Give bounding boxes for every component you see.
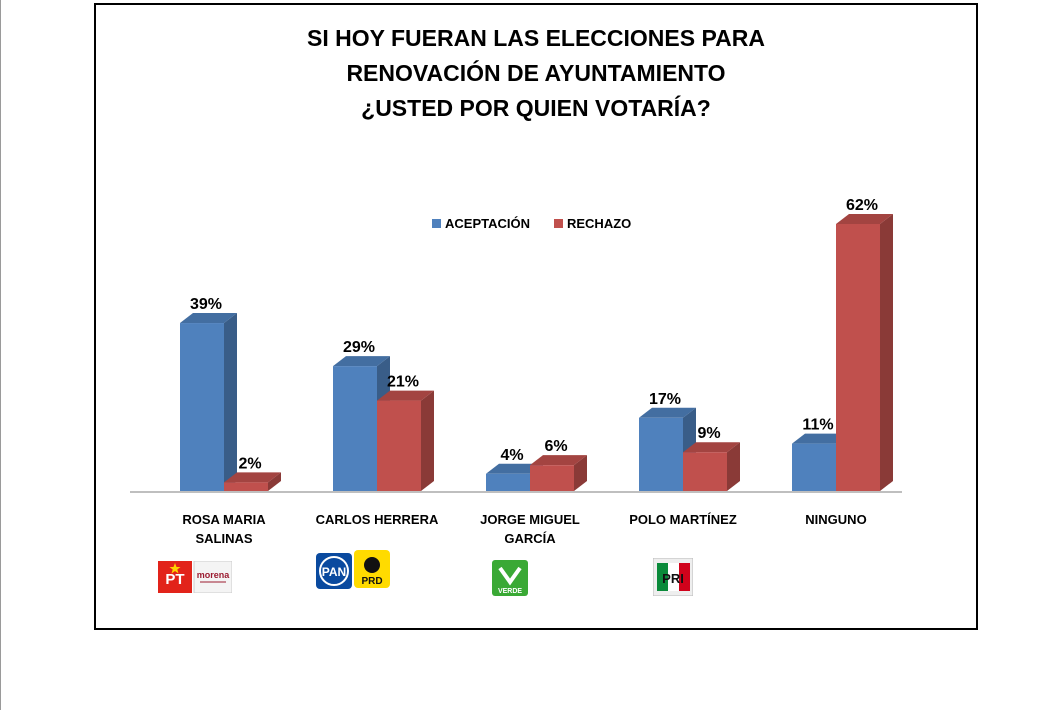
category-label-line: NINGUNO bbox=[805, 512, 867, 527]
bar-top-rechazo-0 bbox=[224, 472, 281, 483]
verde-logo-text: VERDE bbox=[498, 588, 522, 595]
logo-pt-morena: PT morena bbox=[158, 561, 232, 593]
prd-sun-icon bbox=[364, 557, 380, 573]
chart-frame: SI HOY FUERAN LAS ELECCIONES PARA RENOVA… bbox=[94, 3, 978, 630]
pt-logo-text: PT bbox=[165, 571, 184, 588]
legend-item-rechazo: RECHAZO bbox=[553, 216, 632, 231]
bar-side-rechazo-3 bbox=[727, 442, 740, 491]
data-label-aceptacin-2: 4% bbox=[500, 447, 523, 464]
chart-title: SI HOY FUERAN LAS ELECCIONES PARA RENOVA… bbox=[96, 21, 976, 126]
bar-top-aceptacin-2 bbox=[486, 463, 543, 474]
legend-label-aceptacion: ACEPTACIÓN bbox=[445, 216, 530, 231]
logo-verde: VERDE bbox=[492, 560, 528, 596]
data-label-aceptacin-0: 39% bbox=[190, 296, 222, 313]
chart-legend: ACEPTACIÓN RECHAZO bbox=[432, 216, 631, 231]
category-label-line: CARLOS HERRERA bbox=[315, 512, 439, 527]
data-label-rechazo-0: 2% bbox=[238, 455, 261, 472]
page-edge-line bbox=[0, 0, 1, 710]
bar-aceptacin-2 bbox=[486, 473, 530, 491]
category-label-4: NINGUNO bbox=[761, 510, 911, 529]
bar-rechazo-0 bbox=[224, 482, 268, 491]
bar-side-rechazo-4 bbox=[880, 214, 893, 491]
bar-rechazo-4 bbox=[836, 224, 880, 491]
category-label-0: ROSA MARIA SALINAS bbox=[149, 510, 299, 548]
bar-aceptacin-3 bbox=[639, 417, 683, 491]
pri-white-band bbox=[668, 563, 679, 591]
bars-layer: 39% 2% 29% 21% 4% 6% 17% 9% 11% 62% bbox=[180, 197, 893, 491]
data-label-aceptacin-1: 29% bbox=[343, 339, 375, 356]
morena-logo-bg bbox=[193, 561, 232, 593]
legend-item-aceptacion: ACEPTACIÓN bbox=[432, 216, 530, 231]
bar-rechazo-3 bbox=[683, 452, 727, 491]
bar-aceptacin-1 bbox=[333, 366, 377, 491]
category-label-line: JORGE MIGUEL bbox=[480, 512, 580, 527]
bar-aceptacin-0 bbox=[180, 323, 224, 491]
data-label-rechazo-2: 6% bbox=[544, 438, 567, 455]
prd-logo-text: PRD bbox=[361, 576, 382, 587]
bar-side-aceptacin-0 bbox=[224, 313, 237, 491]
verde-check-icon bbox=[498, 566, 522, 586]
legend-swatch-rechazo bbox=[553, 219, 563, 228]
bar-side-rechazo-1 bbox=[421, 390, 434, 491]
data-label-rechazo-3: 9% bbox=[697, 425, 720, 442]
bar-rechazo-2 bbox=[530, 465, 574, 491]
bar-side-rechazo-0 bbox=[268, 472, 281, 491]
data-label-aceptacin-4: 11% bbox=[802, 417, 833, 434]
pt-star-icon bbox=[169, 563, 181, 574]
data-label-rechazo-4: 62% bbox=[846, 197, 878, 214]
category-label-line: GARCÍA bbox=[504, 531, 556, 546]
chart-title-line-3: ¿USTED POR QUIEN VOTARÍA? bbox=[361, 95, 711, 121]
bar-side-rechazo-2 bbox=[574, 455, 587, 491]
bar-top-rechazo-3 bbox=[683, 442, 740, 453]
pan-circle-icon bbox=[319, 556, 349, 586]
pri-logo-text: PRI bbox=[662, 571, 684, 586]
category-label-line: ROSA MARIA bbox=[182, 512, 266, 527]
pan-logo-text: PAN bbox=[322, 565, 346, 579]
bar-top-aceptacin-0 bbox=[180, 313, 237, 324]
bar-rechazo-1 bbox=[377, 400, 421, 491]
category-label-1: CARLOS HERRERA bbox=[302, 510, 452, 529]
category-label-line: SALINAS bbox=[195, 531, 253, 546]
bar-top-rechazo-2 bbox=[530, 455, 587, 466]
category-label-3: POLO MARTÍNEZ bbox=[608, 510, 758, 529]
pan-logo-bg bbox=[316, 553, 352, 589]
data-label-rechazo-1: 21% bbox=[387, 374, 419, 391]
legend-label-rechazo: RECHAZO bbox=[566, 216, 632, 231]
legend-swatch-aceptacion bbox=[432, 219, 441, 228]
category-label-2: JORGE MIGUEL GARCÍA bbox=[455, 510, 605, 548]
data-label-aceptacin-3: 17% bbox=[649, 391, 681, 408]
category-label-line: POLO MARTÍNEZ bbox=[629, 512, 737, 527]
morena-logo-text: morena bbox=[197, 570, 231, 580]
chart-title-line-2: RENOVACIÓN DE AYUNTAMIENTO bbox=[346, 60, 726, 86]
bar-aceptacin-4 bbox=[792, 443, 836, 491]
pri-green-band bbox=[657, 563, 668, 591]
bar-top-aceptacin-3 bbox=[639, 407, 696, 418]
bar-top-aceptacin-1 bbox=[333, 356, 390, 367]
bar-top-aceptacin-4 bbox=[792, 433, 849, 444]
chart-title-line-1: SI HOY FUERAN LAS ELECCIONES PARA bbox=[307, 25, 765, 51]
logo-pan-prd: PAN PRD bbox=[316, 550, 392, 590]
bar-top-rechazo-1 bbox=[377, 390, 434, 401]
bar-chart-plot: 39% 2% 29% 21% 4% 6% 17% 9% 11% 62% bbox=[130, 197, 902, 493]
logo-pri: PRI bbox=[653, 558, 693, 596]
pri-red-band bbox=[679, 563, 690, 591]
bar-top-rechazo-4 bbox=[836, 214, 893, 224]
